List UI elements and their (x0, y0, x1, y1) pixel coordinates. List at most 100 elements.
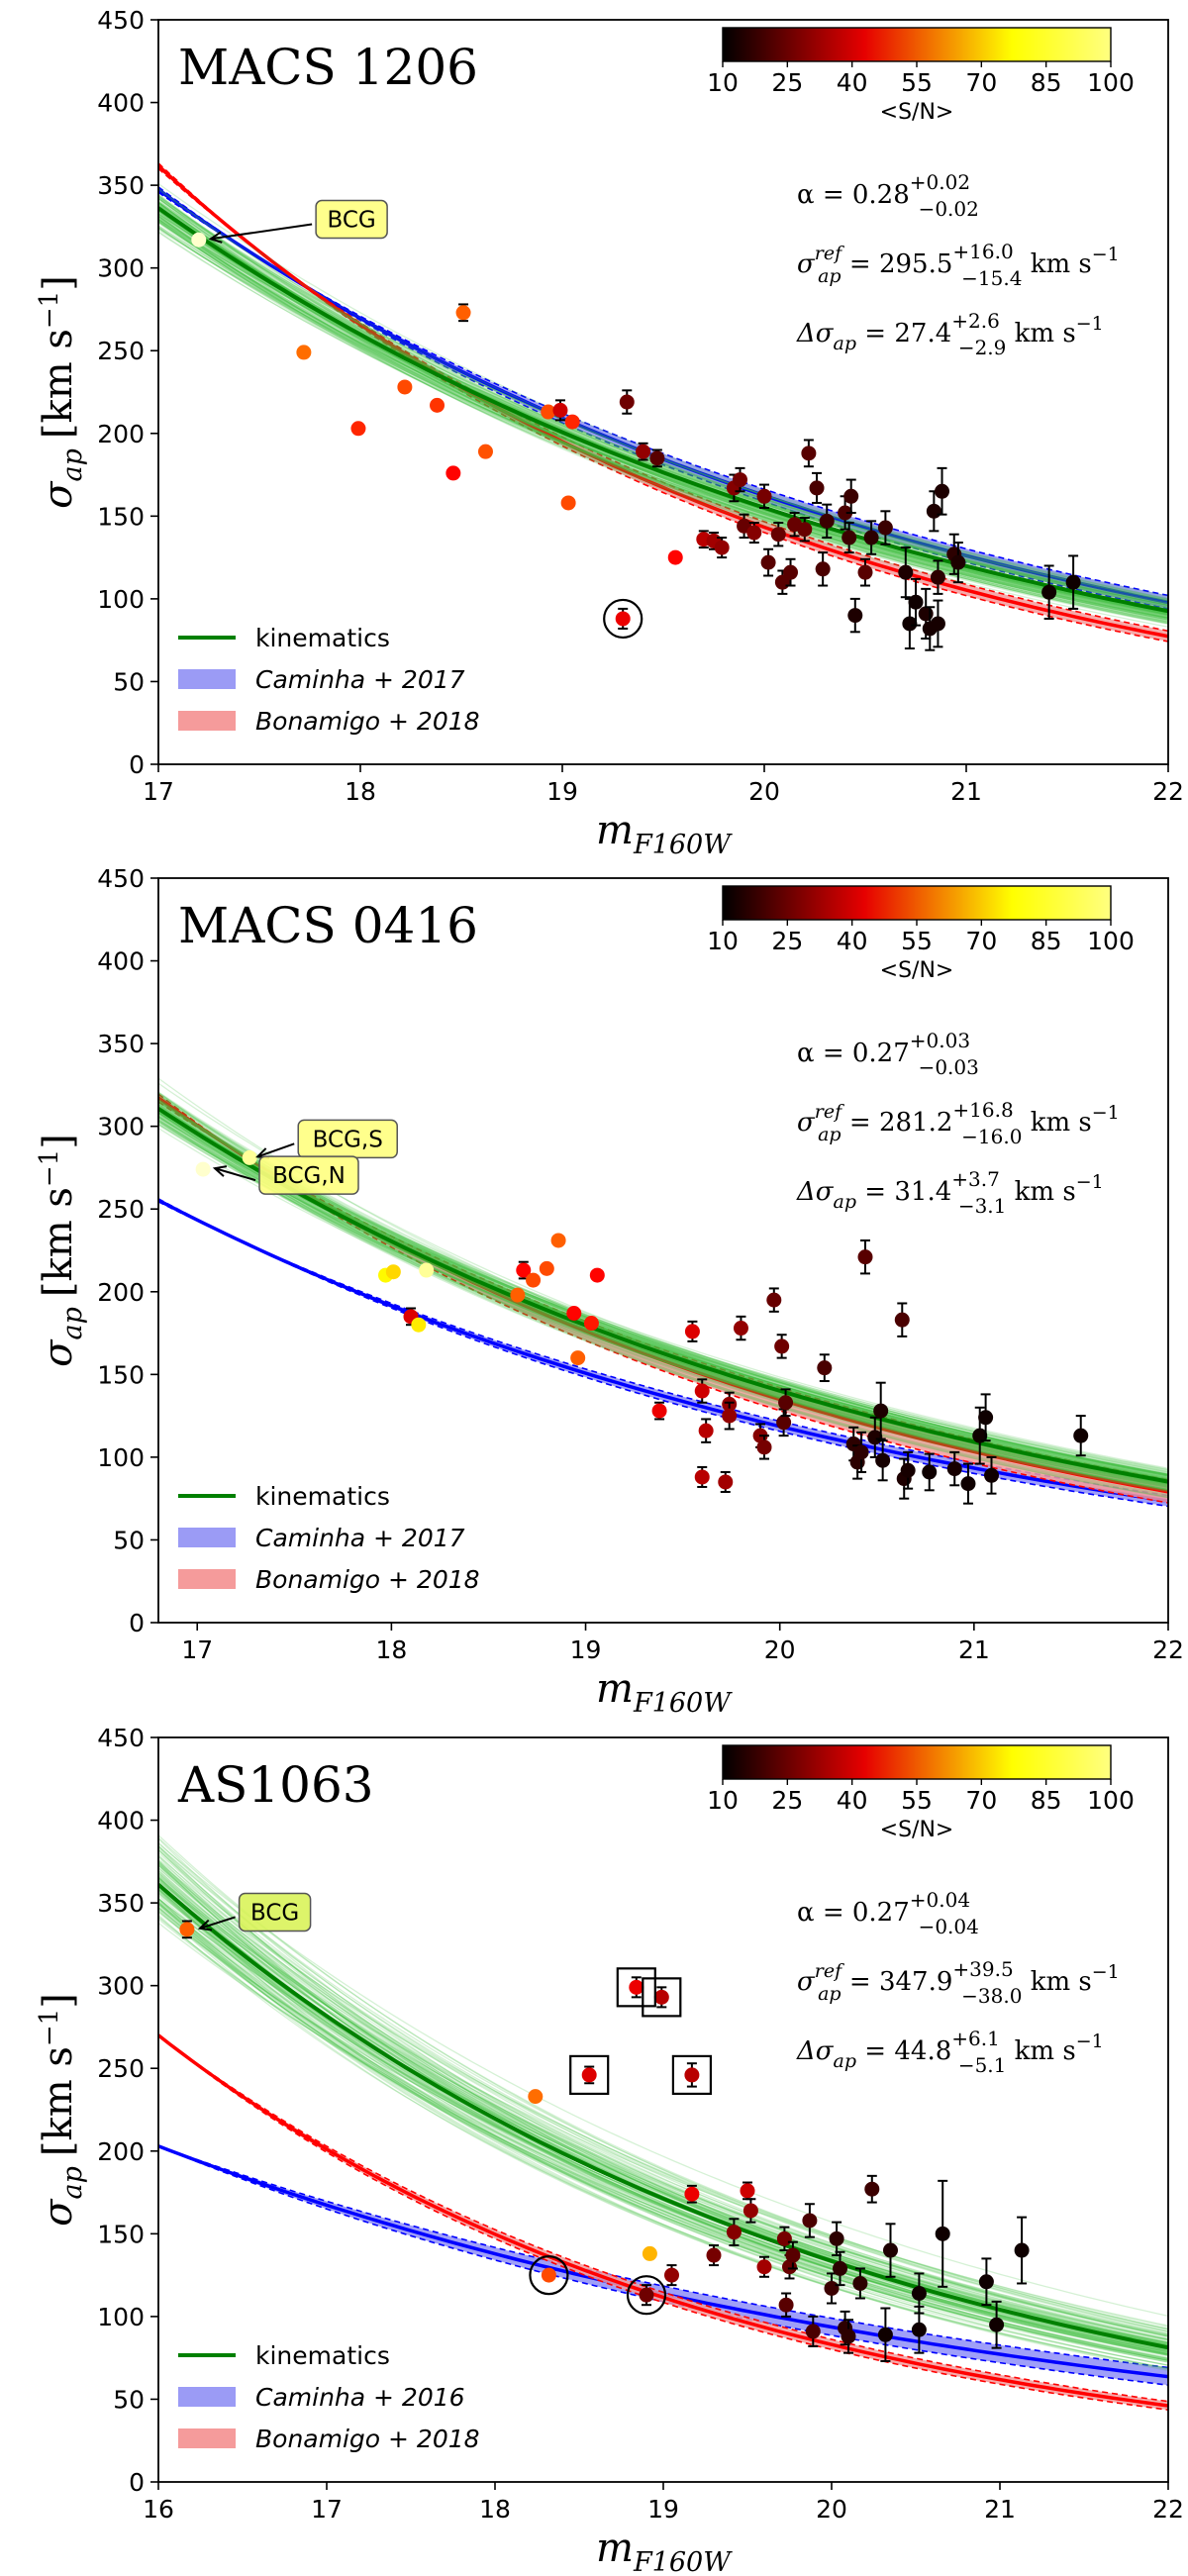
legend-label: Caminha + 2016 (255, 2383, 465, 2412)
kinematics-sample-line (158, 1874, 1168, 2340)
data-point (857, 1238, 873, 1275)
outlier-box (616, 1967, 656, 2008)
data-marker (179, 1922, 195, 1937)
fit-stat-text: α = 0.27+0.03 −0.03 (797, 1029, 979, 1079)
x-tick-label: 21 (984, 2495, 1016, 2524)
kinematics-sample-line (158, 209, 1168, 618)
legend-label: kinematics (255, 2341, 390, 2370)
data-point (539, 1260, 554, 1276)
data-marker (742, 2203, 758, 2219)
kinematics-sample-line (158, 216, 1168, 607)
data-marker (760, 554, 776, 570)
legend-item: Caminha + 2017 (178, 665, 465, 694)
fit-stat: σref ap = 347.9+39.5 −38.0 km s−1 (797, 1957, 1120, 2008)
bcg-arrowhead (208, 231, 223, 244)
data-point (756, 483, 772, 509)
data-marker (776, 1415, 792, 1431)
data-marker (902, 616, 918, 632)
kinematics-sample-line (158, 219, 1168, 620)
data-point (774, 1334, 790, 1359)
data-point (989, 2300, 1005, 2349)
colorbar-label: <S/N> (880, 958, 954, 983)
data-point (978, 2257, 994, 2307)
kinematics-sample-line (158, 220, 1168, 621)
legend-label: Bonamigo + 2018 (255, 2425, 480, 2453)
data-point (950, 542, 966, 584)
x-axis-label: mF160W (596, 808, 733, 860)
kinematics-sample-line (158, 1877, 1168, 2354)
data-marker (770, 527, 786, 543)
data-marker (560, 495, 576, 511)
kinematics-sample-line (158, 1883, 1168, 2344)
fit-stat-text: σref ap = 281.2+16.8 −16.0 km s−1 (797, 1098, 1120, 1148)
kinematics-sample-line (158, 199, 1168, 616)
kinematics-sample-line (158, 203, 1168, 613)
kinematics-sample-line (158, 232, 1168, 614)
x-tick-label: 22 (1152, 1635, 1184, 1664)
data-point (570, 1350, 586, 1366)
kinematics-sample-line (158, 218, 1168, 615)
plot-area (158, 1834, 1168, 2411)
legend-item: Caminha + 2016 (178, 2383, 465, 2412)
data-point (684, 1320, 700, 1342)
x-tick-label: 22 (1152, 2495, 1184, 2524)
data-point (541, 404, 556, 420)
y-tick-label: 150 (97, 1360, 145, 1389)
data-marker (833, 2260, 847, 2276)
kinematics-sample-line (158, 219, 1168, 625)
data-point (1065, 554, 1081, 610)
data-point (817, 1353, 833, 1383)
kinematics-sample-line (158, 1096, 1168, 1492)
x-tick-label: 17 (143, 777, 174, 806)
data-marker (785, 2247, 801, 2263)
data-marker (350, 421, 366, 437)
data-marker (629, 1979, 644, 1995)
data-point (516, 1260, 532, 1280)
kinematics-sample-line (158, 1109, 1168, 1472)
bonamigo-band-edge (158, 167, 1168, 633)
y-tick-label: 0 (129, 1609, 145, 1637)
caminha-band-median (158, 188, 1168, 605)
legend-label: kinematics (255, 624, 390, 652)
bonamigo-band-edge (158, 2034, 1168, 2403)
data-point (583, 1316, 599, 1332)
data-marker (946, 1461, 962, 1477)
x-tick-label: 20 (764, 1635, 796, 1664)
data-marker (564, 414, 580, 430)
kinematics-sample-line (158, 196, 1168, 614)
kinematics-sample-line (158, 1895, 1168, 2351)
kinematics-sample-line (158, 1112, 1168, 1490)
kinematics-sample-line (158, 1101, 1168, 1475)
kinematics-sample-line (158, 1118, 1168, 1497)
legend-swatch-band (178, 1569, 236, 1589)
colorbar-tick-label: 40 (837, 1786, 868, 1815)
data-point (564, 414, 580, 430)
data-marker (817, 1360, 833, 1376)
data-marker (636, 444, 651, 459)
y-tick-label: 100 (97, 2303, 145, 2331)
y-tick-label: 100 (97, 1443, 145, 1472)
bcg-arrowhead (212, 1165, 228, 1177)
data-marker (385, 1264, 401, 1280)
kinematics-sample-line (158, 1119, 1168, 1486)
data-point (805, 2315, 821, 2347)
data-point (857, 557, 873, 587)
bcg-label-text: BCG (327, 208, 375, 234)
colorbar-tick-label: 55 (901, 68, 933, 97)
bonamigo-band-median (158, 2033, 1168, 2408)
data-marker (477, 444, 493, 459)
data-point (894, 1302, 910, 1338)
kinematics-sample-line (158, 201, 1168, 616)
kinematics-sample-line (158, 197, 1168, 624)
outlier-circle (626, 2275, 667, 2316)
data-marker (1014, 2242, 1030, 2258)
kinematics-samples (158, 182, 1168, 628)
kinematics-sample-line (158, 1115, 1168, 1486)
colorbar-tick-label: 25 (771, 1786, 803, 1815)
colorbar-tick-label: 100 (1087, 1786, 1135, 1815)
kinematics-sample-line (158, 211, 1168, 624)
kinematics-sample-line (158, 1901, 1168, 2370)
data-point (642, 2245, 657, 2261)
data-point (742, 2198, 758, 2224)
